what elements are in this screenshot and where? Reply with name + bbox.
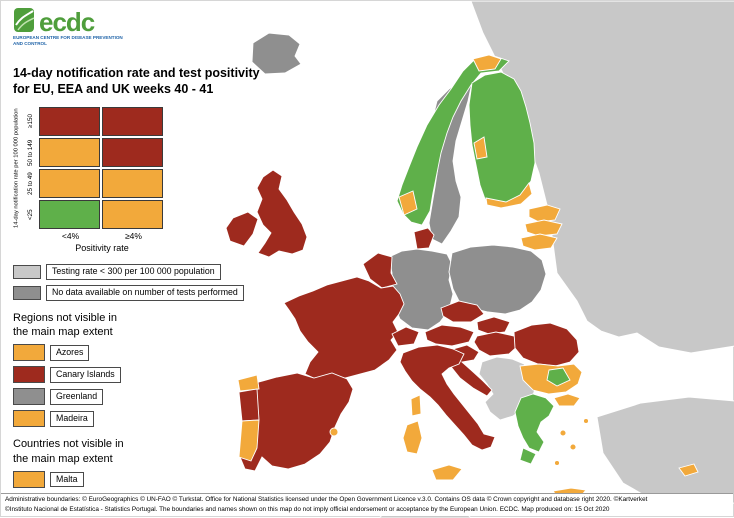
madeira-swatch <box>13 410 45 428</box>
ecdc-logo: ecdc European Centre for Disease Prevent… <box>13 7 133 46</box>
legend-cell-r0c1 <box>102 107 163 136</box>
map-title: 14-day notification rate and test positi… <box>13 65 260 98</box>
no-data-swatch <box>13 285 41 300</box>
legend-cell-r1c1 <box>102 138 163 167</box>
no-data-label: No data available on number of tests per… <box>46 284 244 301</box>
countries-section-heading: Countries not visible in the main map ex… <box>13 438 124 465</box>
canary-islands-swatch <box>13 366 45 384</box>
region-galicia <box>237 374 260 392</box>
malta-swatch <box>13 470 45 488</box>
legend-item-greenland: Greenland <box>13 388 253 406</box>
madeira-label: Madeira <box>50 410 94 427</box>
testing-rate-swatch <box>13 264 41 279</box>
region-slovakia <box>476 316 511 335</box>
region-bulgaria-east <box>546 367 571 387</box>
region-germany <box>388 248 454 331</box>
legend-matrix: 14-day notification rate per 100 000 pop… <box>11 107 165 253</box>
legend-cell-r3c0 <box>39 200 100 229</box>
legend-cell-r0c0 <box>39 107 100 136</box>
region-hungary <box>473 331 521 357</box>
region-romania <box>513 322 580 367</box>
region-greek-island-3 <box>554 460 560 466</box>
region-switzerland <box>391 326 420 347</box>
region-balearics <box>329 427 339 437</box>
legend-cell-r1c0 <box>39 138 100 167</box>
region-finland-south <box>485 181 533 209</box>
malta-label: Malta <box>50 471 84 488</box>
legend-row-label-25-49: 25 to 49 <box>27 172 34 195</box>
footer-line2: ©Instituto Nacional de Estatística - Sta… <box>5 505 610 513</box>
legend-item-azores: Azores <box>13 344 253 362</box>
region-greek-island-1 <box>559 429 567 437</box>
footer-line1: Administrative boundaries: © EuroGeograp… <box>5 496 648 503</box>
ecdc-logo-subtitle: European Centre for Disease Prevention a… <box>13 35 123 46</box>
legend-note-testing-rate: Testing rate < 300 per 100 000 populatio… <box>13 264 253 280</box>
legend-row-label-150: ≥150 <box>27 114 34 129</box>
greenland-swatch <box>13 388 45 406</box>
region-norway <box>396 54 510 226</box>
legend-row-labels: ≥150 50 to 149 25 to 49 <25 <box>25 107 36 229</box>
region-finland-west <box>473 136 488 160</box>
greenland-label: Greenland <box>50 388 104 405</box>
region-benelux <box>362 252 398 289</box>
legend-row-label-50-149: 50 to 149 <box>27 139 34 166</box>
region-denmark <box>413 227 435 250</box>
region-peloponnese <box>519 447 537 465</box>
regions-section-heading: Regions not visible in the main map exte… <box>13 311 117 339</box>
legend-col-label-over-4: ≥4% <box>125 231 142 241</box>
region-ireland <box>225 211 259 247</box>
legend-row-label-under-25: <25 <box>27 209 34 220</box>
region-france <box>283 276 405 381</box>
footer-attribution: Administrative boundaries: © EuroGeograp… <box>1 493 733 516</box>
region-latvia <box>524 219 563 237</box>
region-uk <box>256 169 308 258</box>
region-italy <box>399 344 496 451</box>
legend-item-malta: Malta <box>13 470 253 488</box>
region-sardinia <box>402 420 423 455</box>
legend-x-axis-label: Positivity rate <box>75 243 129 253</box>
region-corsica <box>410 394 422 417</box>
legend-note-no-data: No data available on number of tests per… <box>13 284 253 301</box>
legend-color-grid <box>39 107 163 229</box>
azores-swatch <box>13 344 45 362</box>
ecdc-logo-icon <box>14 8 35 32</box>
azores-label: Azores <box>50 344 90 361</box>
region-portugal-south <box>238 419 260 462</box>
region-norway-south <box>398 190 418 216</box>
legend-cell-r3c1 <box>102 200 163 229</box>
legend-lists: Testing rate < 300 per 100 000 populatio… <box>13 259 253 515</box>
region-norway-north <box>472 54 502 72</box>
region-greek-island-4 <box>583 418 589 424</box>
ecdc-logo-word: ecdc <box>39 6 95 37</box>
legend-cell-r2c0 <box>39 169 100 198</box>
legend-col-labels: <4% ≥4% <box>39 231 165 241</box>
legend-item-madeira: Madeira <box>13 410 253 428</box>
map-title-line2: for EU, EEA and UK weeks 40 - 41 <box>13 82 214 97</box>
region-greece-ne <box>553 393 581 407</box>
testing-rate-label: Testing rate < 300 per 100 000 populatio… <box>46 264 221 280</box>
region-lithuania <box>520 233 558 251</box>
legend-y-axis-label: 14-day notification rate per 100 000 pop… <box>13 108 20 228</box>
legend-cell-r2c1 <box>102 169 163 198</box>
legend-item-canary-islands: Canary Islands <box>13 366 253 384</box>
region-greece <box>514 393 555 453</box>
region-czechia <box>440 300 485 323</box>
legend-col-label-under-4: <4% <box>61 231 80 241</box>
canary-islands-label: Canary Islands <box>50 366 121 383</box>
region-austria <box>424 324 475 347</box>
region-poland <box>448 244 547 315</box>
region-cyprus <box>678 463 699 477</box>
region-turkey <box>596 396 734 508</box>
region-estonia <box>528 204 561 223</box>
region-iceland <box>251 32 302 75</box>
region-sicily <box>431 464 463 481</box>
region-greek-island-2 <box>569 443 577 451</box>
map-title-line1: 14-day notification rate and test positi… <box>13 66 260 80</box>
